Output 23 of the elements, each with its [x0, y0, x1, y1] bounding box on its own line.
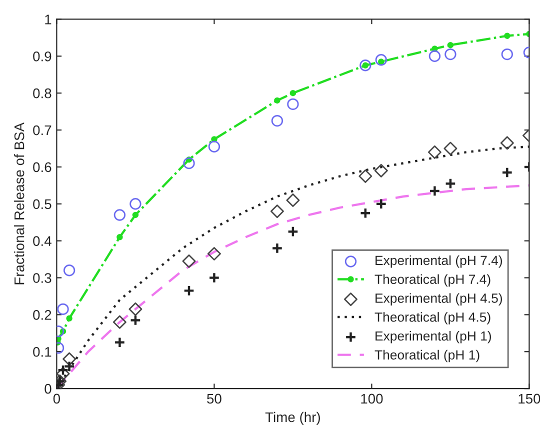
- y-tick-label: 0.5: [33, 199, 52, 210]
- y-tick-label: 0.4: [33, 236, 52, 246]
- y-tick-label: 0.8: [33, 88, 52, 98]
- x-axis-title: Time (hr): [265, 412, 320, 425]
- y-tick-label: 0.3: [33, 273, 52, 283]
- legend-label: Experimental (pH 4.5): [376, 293, 502, 306]
- legend-label: Theoratical (pH 4.5): [374, 312, 490, 324]
- legend-label: Theoratical (pH 7.4): [374, 274, 490, 287]
- legend-label: Experimental (pH 7.4): [376, 255, 502, 268]
- y-tick-label: 0.2: [33, 310, 52, 320]
- y-tick-label: 0: [44, 384, 52, 394]
- y-tick-label: 0.6: [33, 162, 52, 172]
- y-tick-label: 0.1: [33, 346, 52, 357]
- x-tick-label: 0: [53, 394, 60, 404]
- y-axis-title: Fractional Release of BSA: [14, 122, 24, 284]
- legend-label: Experimental (pH 1): [376, 330, 491, 344]
- y-tick-label: 1: [45, 14, 52, 24]
- x-tick-label: 50: [207, 394, 222, 404]
- y-tick-label: 0.7: [33, 125, 52, 136]
- legend-label: Theoratical (pH 1): [374, 350, 480, 362]
- x-tick-label: 100: [361, 394, 383, 404]
- y-tick-label: 0.9: [33, 51, 52, 62]
- x-tick-label: 150: [518, 394, 540, 404]
